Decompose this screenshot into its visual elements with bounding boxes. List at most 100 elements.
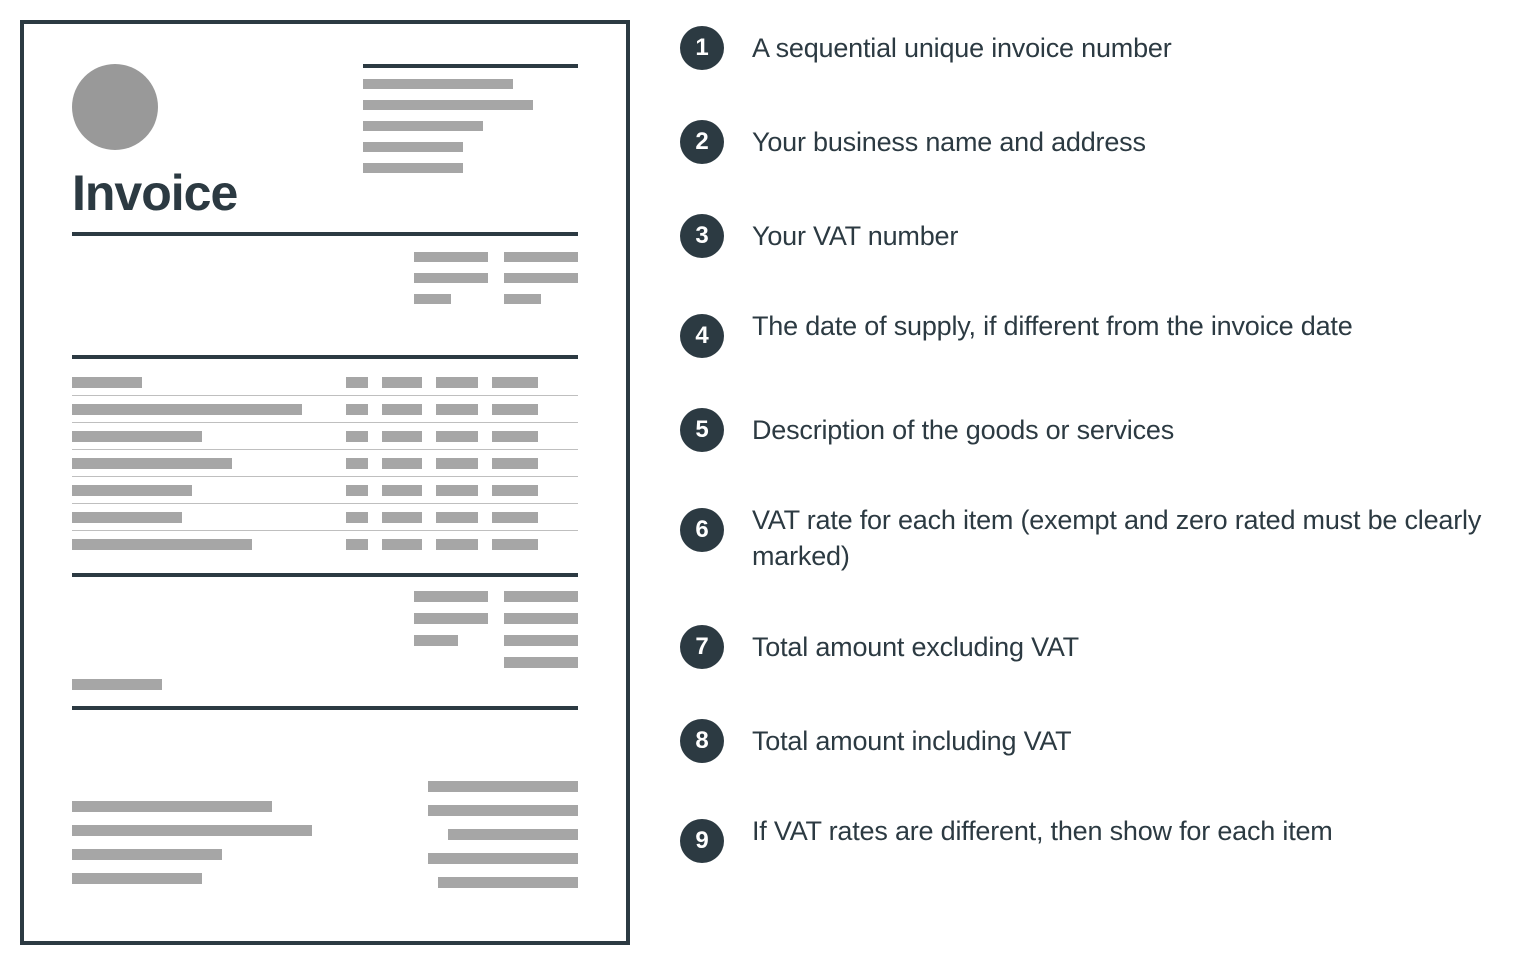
placeholder-bar <box>492 404 538 415</box>
requirements-list: 1 A sequential unique invoice number 2 Your… <box>680 20 1510 945</box>
placeholder-bar <box>363 100 533 110</box>
placeholder-bar <box>428 805 578 816</box>
line-item-row <box>72 369 578 395</box>
requirement-text: Total amount excluding VAT <box>752 629 1079 665</box>
number-badge: 7 <box>680 625 724 669</box>
placeholder-bar <box>436 458 478 469</box>
placeholder-bar <box>72 873 202 884</box>
divider <box>72 706 578 710</box>
requirement-item: 8 Total amount including VAT <box>680 719 1510 763</box>
placeholder-bar <box>346 458 368 469</box>
placeholder-bar <box>72 458 232 469</box>
requirement-item: 1 A sequential unique invoice number <box>680 26 1510 70</box>
number-badge: 6 <box>680 508 724 552</box>
placeholder-bar <box>504 252 578 262</box>
line-item-row <box>72 504 578 530</box>
placeholder-bar <box>436 485 478 496</box>
placeholder-bar <box>72 377 142 388</box>
placeholder-bar <box>504 635 578 646</box>
placeholder-bar <box>382 485 422 496</box>
placeholder-bar <box>72 801 272 812</box>
number-badge: 5 <box>680 408 724 452</box>
placeholder-bar <box>414 613 488 624</box>
placeholder-bar <box>346 485 368 496</box>
placeholder-bar <box>72 485 192 496</box>
divider <box>72 573 578 577</box>
line-item-row <box>72 477 578 503</box>
infographic-container: Invoice 1A sequential un <box>20 20 1510 945</box>
requirement-text: The date of supply, if different from th… <box>752 308 1353 344</box>
divider <box>72 232 578 236</box>
placeholder-bar <box>414 252 488 262</box>
placeholder-bar <box>448 829 578 840</box>
invoice-meta <box>72 252 578 315</box>
placeholder-bar <box>504 294 541 304</box>
invoice-title: Invoice <box>72 164 363 222</box>
placeholder-bar <box>72 825 312 836</box>
requirement-text: Your business name and address <box>752 124 1146 160</box>
placeholder-bar <box>492 458 538 469</box>
meta-col <box>414 252 488 315</box>
line-item-row <box>72 450 578 476</box>
number-badge: 3 <box>680 214 724 258</box>
placeholder-bar <box>438 877 578 888</box>
placeholder-bar <box>504 613 578 624</box>
totals-col <box>504 591 578 679</box>
requirement-item: 7 Total amount excluding VAT <box>680 625 1510 669</box>
line-item-row <box>72 396 578 422</box>
requirement-text: Your VAT number <box>752 218 958 254</box>
requirement-text: Total amount including VAT <box>752 723 1071 759</box>
placeholder-bar <box>346 377 368 388</box>
number-badge: 8 <box>680 719 724 763</box>
invoice-footer <box>72 741 578 901</box>
placeholder-bar <box>414 273 488 283</box>
placeholder-bar <box>382 431 422 442</box>
placeholder-bar <box>414 294 451 304</box>
invoice-header: Invoice <box>72 54 578 222</box>
requirement-item: 9If VAT rates are different, then show f… <box>680 813 1510 863</box>
placeholder-bar <box>382 512 422 523</box>
placeholder-bar <box>72 539 252 550</box>
meta-col <box>504 252 578 315</box>
requirement-item: 3 Your VAT number <box>680 214 1510 258</box>
placeholder-bar <box>382 539 422 550</box>
placeholder-bar <box>72 404 302 415</box>
placeholder-bar <box>414 591 488 602</box>
number-badge: 1 <box>680 26 724 70</box>
placeholder-bar <box>363 121 483 131</box>
placeholder-bar <box>346 512 368 523</box>
line-item-row <box>72 423 578 449</box>
placeholder-bar <box>504 591 578 602</box>
placeholder-bar <box>436 512 478 523</box>
placeholder-bar <box>504 657 578 668</box>
placeholder-bar <box>346 431 368 442</box>
placeholder-bar <box>428 781 578 792</box>
requirement-item: 6 VAT rate for each item (exempt and zero… <box>680 502 1510 575</box>
line-item-row <box>72 531 578 557</box>
requirement-text: A sequential unique invoice number <box>752 30 1172 66</box>
placeholder-bar <box>72 512 182 523</box>
placeholder-bar <box>72 679 162 690</box>
address-block <box>363 54 578 222</box>
requirement-item: 2 Your business name and address <box>680 120 1510 164</box>
requirement-text: VAT rate for each item (exempt and zero … <box>752 502 1510 575</box>
placeholder-bar <box>363 163 463 173</box>
placeholder-bar <box>346 404 368 415</box>
placeholder-bar <box>346 539 368 550</box>
placeholder-bar <box>414 635 458 646</box>
logo-placeholder <box>72 64 158 150</box>
placeholder-bar <box>492 539 538 550</box>
footer-left <box>72 741 312 901</box>
totals-col <box>414 591 488 679</box>
placeholder-bar <box>428 853 578 864</box>
placeholder-bar <box>492 485 538 496</box>
placeholder-bar <box>436 404 478 415</box>
totals-block <box>72 591 578 679</box>
requirement-text: If VAT rates are different, then show fo… <box>752 813 1333 849</box>
placeholder-bar <box>382 458 422 469</box>
placeholder-bar <box>492 431 538 442</box>
number-badge: 2 <box>680 120 724 164</box>
payment-line <box>72 679 578 690</box>
invoice-mock: Invoice <box>20 20 630 945</box>
placeholder-bar <box>363 79 513 89</box>
